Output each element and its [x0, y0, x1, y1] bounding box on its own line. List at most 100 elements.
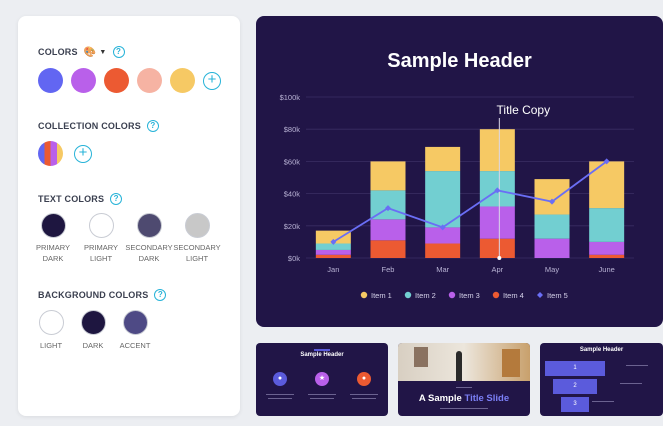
thumbnail-slide-3[interactable]: Sample Header 1 2 3: [540, 343, 663, 416]
legend-marker: [404, 291, 412, 299]
text-line: [310, 398, 334, 399]
office-photo: [398, 343, 530, 381]
bar-segment: [479, 129, 515, 172]
legend-marker: [492, 291, 500, 299]
bar-segment: [589, 254, 625, 258]
text-line: [620, 383, 642, 384]
chevron-down-icon[interactable]: ▼: [99, 48, 107, 56]
line-point: [439, 224, 446, 231]
palette-icon[interactable]: 🎨: [83, 46, 97, 58]
colors-title: COLORS: [38, 47, 78, 57]
text-line: [350, 394, 378, 395]
background-section-title: BACKGROUND COLORS ?: [38, 289, 167, 301]
y-tick-label: $60k: [284, 157, 301, 166]
text-color-swatch[interactable]: [185, 213, 210, 238]
text-color-swatch[interactable]: [41, 213, 66, 238]
color-swatch[interactable]: [38, 68, 63, 93]
background-color-swatch[interactable]: [123, 310, 148, 335]
funnel-step: 2: [553, 379, 597, 394]
thumb-3-title: Sample Header: [579, 347, 624, 353]
bar-segment: [370, 240, 406, 258]
text-color-swatch[interactable]: [89, 213, 114, 238]
bar-segment: [315, 243, 351, 250]
photo-frame: [414, 347, 428, 367]
line-point: [330, 238, 337, 245]
line-point: [549, 198, 555, 205]
person-icon: ●: [273, 372, 287, 386]
background-color-label: ACCENT: [119, 341, 151, 350]
y-tick-label: $40k: [284, 190, 301, 199]
x-tick-label: Feb: [382, 265, 395, 274]
annotation-dot: [497, 256, 502, 260]
thumbnail-slide-1[interactable]: Sample Header ● ★ ●: [256, 343, 388, 416]
text-color-label: SECONDARY DARK: [125, 243, 173, 263]
y-tick-label: $0k: [288, 254, 300, 263]
help-icon[interactable]: ?: [154, 289, 167, 301]
bar-segment: [479, 206, 515, 239]
bar-segment: [589, 208, 625, 242]
bar-segment: [315, 230, 351, 244]
bar-segment: [589, 161, 625, 209]
text-line: [440, 408, 488, 409]
text-color-label: PRIMARY DARK: [35, 243, 71, 263]
bar-segment: [589, 241, 625, 255]
thumb-1-title: Sample Header: [300, 352, 344, 358]
thumb-2-title: A Sample Title Slide: [398, 393, 530, 404]
text-line: [352, 398, 376, 399]
accent-line: [314, 349, 330, 351]
bar-segment: [425, 171, 461, 228]
text-colors-section-title: TEXT COLORS ?: [38, 193, 123, 205]
help-icon[interactable]: ?: [112, 46, 125, 58]
line-series: [332, 160, 608, 243]
collection-swatch[interactable]: [38, 141, 63, 166]
legend-label: Item 2: [415, 291, 436, 300]
text-line: [626, 365, 648, 366]
color-settings-panel: COLORS 🎨 ▼ ? + COLLECTION COLORS ? + TEX…: [18, 16, 240, 416]
bar-segment: [425, 243, 461, 258]
add-collection-button[interactable]: +: [74, 145, 92, 163]
legend-label: Item 5: [547, 291, 568, 300]
line-point: [603, 158, 610, 165]
text-line: [266, 394, 294, 395]
user-icon: ●: [357, 372, 371, 386]
background-color-label: DARK: [82, 341, 104, 350]
y-tick-label: $100k: [280, 93, 301, 102]
stacked-bar-chart: $0k $20k $40k $60k $80k $100k Jan Feb Mar Apr May J…: [280, 93, 634, 300]
background-color-swatch[interactable]: [81, 310, 106, 335]
bar-segment: [315, 249, 351, 255]
help-icon[interactable]: ?: [146, 120, 159, 132]
background-color-label: LIGHT: [39, 341, 63, 350]
line-point: [385, 205, 391, 212]
text-colors-title: TEXT COLORS: [38, 194, 105, 204]
bar-segment: [315, 254, 351, 258]
x-tick-label: Mar: [436, 265, 449, 274]
text-color-label: PRIMARY LIGHT: [83, 243, 119, 263]
colors-section-title: COLORS 🎨 ▼ ?: [38, 46, 125, 58]
background-color-swatch[interactable]: [39, 310, 64, 335]
person-figure: [456, 351, 462, 381]
bar-segment: [370, 219, 406, 241]
text-line: [592, 401, 614, 402]
help-icon[interactable]: ?: [110, 193, 123, 205]
text-line: [456, 387, 472, 388]
text-color-swatch[interactable]: [137, 213, 162, 238]
funnel-step: 1: [545, 361, 605, 376]
legend-label: Item 3: [459, 291, 480, 300]
x-tick-label: May: [545, 265, 559, 274]
legend-marker: [537, 292, 543, 298]
x-tick-label: Apr: [491, 265, 503, 274]
slide-title: Sample Header: [387, 50, 532, 72]
thumbnail-slide-2[interactable]: A Sample Title Slide: [398, 343, 530, 416]
color-swatch[interactable]: [170, 68, 195, 93]
legend-marker: [360, 291, 368, 299]
text-line: [308, 394, 336, 395]
color-swatch[interactable]: [137, 68, 162, 93]
bar-segment: [479, 238, 515, 258]
bar-segment: [534, 238, 570, 258]
main-slide-preview[interactable]: Sample Header $0k $20k $40k $60k $80k $100k Ja…: [256, 16, 663, 327]
add-color-button[interactable]: +: [203, 72, 221, 90]
collection-title: COLLECTION COLORS: [38, 121, 141, 131]
color-swatch[interactable]: [71, 68, 96, 93]
star-icon: ★: [315, 372, 329, 386]
color-swatch[interactable]: [104, 68, 129, 93]
